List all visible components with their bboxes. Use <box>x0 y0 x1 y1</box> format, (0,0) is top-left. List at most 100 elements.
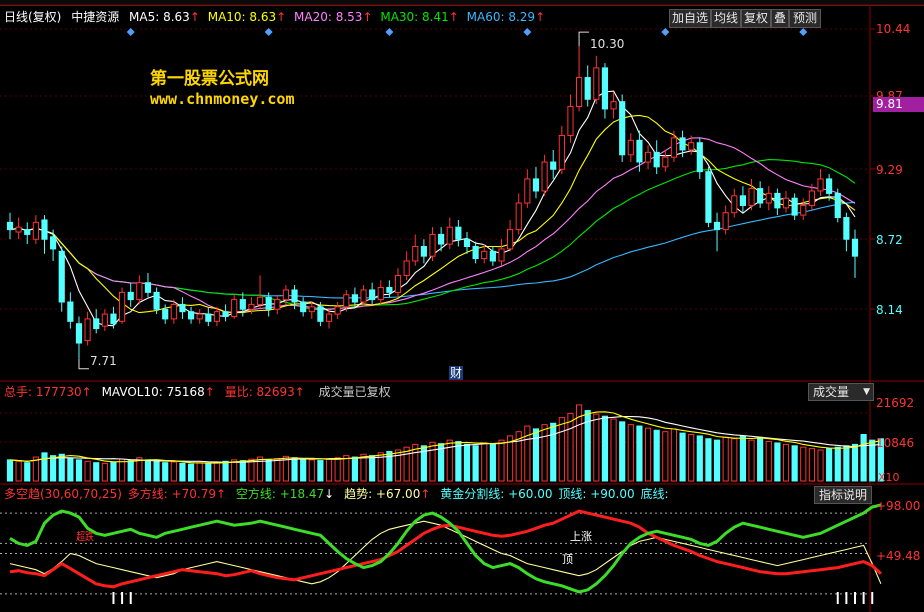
forecast-button[interactable]: 预测 <box>789 9 821 28</box>
low-price-annotation: 7.71 <box>90 354 117 368</box>
candle <box>144 282 152 293</box>
add-watchlist-button[interactable]: 加自选 <box>669 9 711 28</box>
watermark-title: 第一股票公式网 <box>150 69 269 89</box>
candle <box>515 202 522 231</box>
candle <box>774 192 781 209</box>
volume-bar <box>386 450 393 482</box>
volume-bar <box>748 439 755 482</box>
oversold-label: 超跌 <box>76 530 94 543</box>
candle <box>550 161 557 170</box>
volume-bar <box>127 460 134 482</box>
volume-bar <box>75 459 83 482</box>
candle <box>386 287 393 293</box>
candle <box>826 178 833 194</box>
short-line <box>9 503 882 594</box>
volume-bar <box>472 445 479 482</box>
candle <box>800 204 807 216</box>
volume-bar <box>455 441 462 482</box>
high-pointer <box>578 31 590 47</box>
volume-bar <box>369 455 376 482</box>
volume-bar <box>601 415 609 482</box>
candle <box>636 139 643 163</box>
volume-bar <box>403 446 410 482</box>
volume-bar <box>231 459 238 482</box>
candle <box>127 291 134 301</box>
volume-bar <box>567 412 574 482</box>
volume-bar <box>119 458 126 482</box>
volume-bar <box>489 443 496 482</box>
ma10-arrow: ↑ <box>276 10 287 24</box>
ma-line-button[interactable]: 均线 <box>711 9 741 28</box>
price-axis-label: 10.44 <box>876 22 911 36</box>
volume-bar <box>713 439 721 482</box>
volume-bar <box>644 427 652 482</box>
event-diamond-icon <box>385 28 394 36</box>
candle <box>24 229 31 235</box>
candle <box>291 289 298 303</box>
adjust-button[interactable]: 复权 <box>741 9 771 28</box>
long-line-arrow: ↑ <box>216 487 227 501</box>
volume-bar <box>50 455 57 482</box>
candle <box>265 296 272 310</box>
ma30-value: MA30: 8.41 <box>380 10 449 24</box>
volume-multiplier: X10 <box>878 471 900 484</box>
volume-bar <box>6 459 14 482</box>
volume-bar <box>877 438 884 482</box>
candle <box>619 101 626 156</box>
volume-ma-line <box>9 416 881 463</box>
volume-bar <box>239 460 246 482</box>
volume-bar <box>360 453 367 482</box>
candle <box>351 294 358 303</box>
indicator-help-button[interactable]: 指标说明 <box>814 486 872 504</box>
volume-bar <box>101 462 108 482</box>
candle <box>334 306 341 315</box>
volume-bar <box>446 439 453 482</box>
candle <box>679 137 686 151</box>
price-axis-label: 8.14 <box>876 303 903 317</box>
candle <box>601 67 609 110</box>
volume-bar <box>67 457 74 482</box>
volume-bar <box>860 434 867 482</box>
overlay-button[interactable]: 叠 <box>771 9 789 28</box>
indicator-name[interactable]: 多空趋(30,60,70,25) <box>4 487 122 501</box>
price-axis-label: 9.29 <box>876 163 903 177</box>
candle <box>50 236 57 250</box>
candle <box>507 229 514 250</box>
volume-bar <box>84 460 91 482</box>
volume-bar <box>58 453 65 482</box>
volume-bar <box>584 410 591 482</box>
long-line-value: 多方线: +70.79 <box>127 487 216 501</box>
volume-bar <box>696 435 703 482</box>
candle <box>179 303 186 313</box>
candle <box>282 289 290 301</box>
volume-bar <box>817 449 824 482</box>
volume-bar <box>394 449 402 482</box>
volume-indicator-select[interactable]: 成交量 ▼ <box>808 383 874 401</box>
volume-bar <box>593 413 600 482</box>
volume-ratio: 量比: 82693 <box>224 385 295 399</box>
trend-line <box>9 520 882 585</box>
candle <box>446 226 453 245</box>
volume-bar <box>627 424 634 482</box>
candle <box>808 190 815 206</box>
candle <box>84 318 91 342</box>
candle <box>222 311 229 317</box>
top-line-value: 顶线: +90.00 <box>558 487 635 501</box>
volume-bar <box>524 425 531 482</box>
volume-bar <box>32 456 39 482</box>
volume-bar <box>438 443 445 482</box>
finance-event-marker[interactable]: 财 <box>449 366 463 380</box>
chart-mode-label[interactable]: 日线(复权) <box>4 10 62 24</box>
candle <box>722 212 729 231</box>
long-line <box>9 509 882 589</box>
candle <box>731 195 738 214</box>
candle <box>705 171 712 223</box>
volume-bar <box>377 452 384 482</box>
candle <box>834 192 841 219</box>
candle <box>429 233 436 257</box>
candle <box>32 221 39 240</box>
candle <box>541 161 548 192</box>
candle <box>688 142 695 151</box>
ma60-arrow: ↑ <box>535 10 546 24</box>
